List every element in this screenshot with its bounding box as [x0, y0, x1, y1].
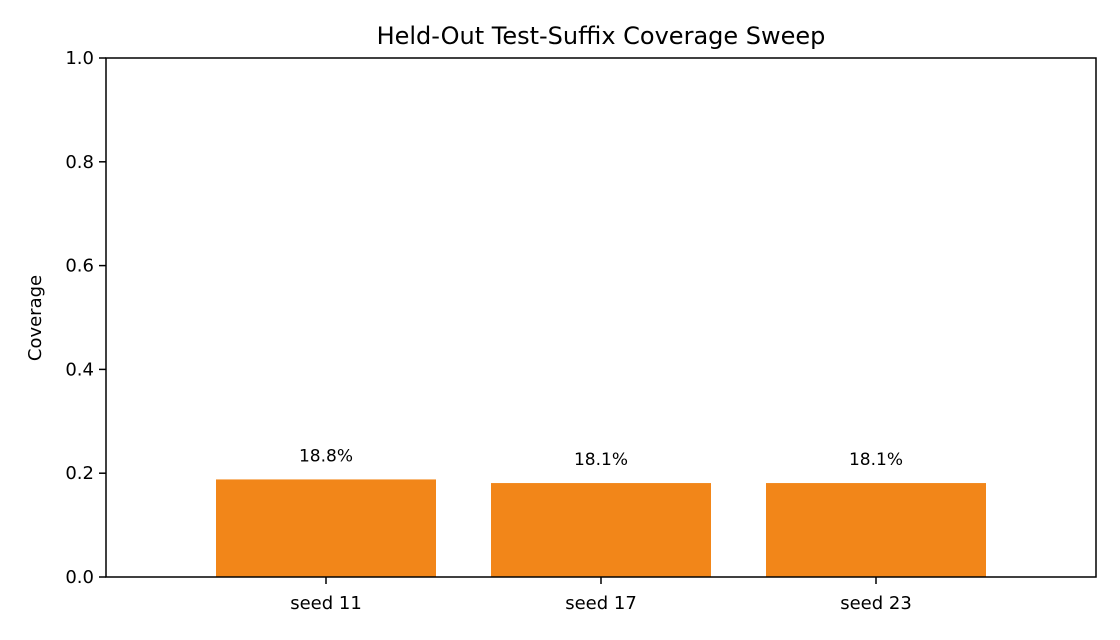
- y-tick-label: 0.0: [65, 567, 94, 588]
- y-tick-label: 0.2: [65, 463, 94, 484]
- y-tick-label: 0.6: [65, 256, 94, 277]
- bar-seed-17: [491, 483, 711, 577]
- y-tick-label: 1.0: [65, 48, 94, 69]
- chart-title: Held-Out Test-Suffix Coverage Sweep: [377, 22, 826, 50]
- bar-seed-11: [216, 479, 436, 577]
- bars-layer: 18.8% 18.1% 18.1%: [216, 446, 986, 577]
- y-axis-label: Coverage: [25, 275, 46, 361]
- x-tick-label: seed 23: [840, 593, 912, 614]
- x-axis: seed 11 seed 17 seed 23: [290, 577, 912, 614]
- y-tick-label: 0.8: [65, 152, 94, 173]
- bar-data-label: 18.1%: [849, 450, 903, 470]
- plot-frame: [105, 57, 1097, 578]
- y-tick-label: 0.4: [65, 359, 94, 380]
- x-tick-label: seed 11: [290, 593, 362, 614]
- bar-data-label: 18.1%: [574, 450, 628, 470]
- bar-seed-23: [766, 483, 986, 577]
- bar-data-label: 18.8%: [299, 446, 353, 466]
- x-tick-label: seed 17: [565, 593, 637, 614]
- y-axis: 0.0 0.2 0.4 0.6 0.8 1.0: [65, 48, 106, 588]
